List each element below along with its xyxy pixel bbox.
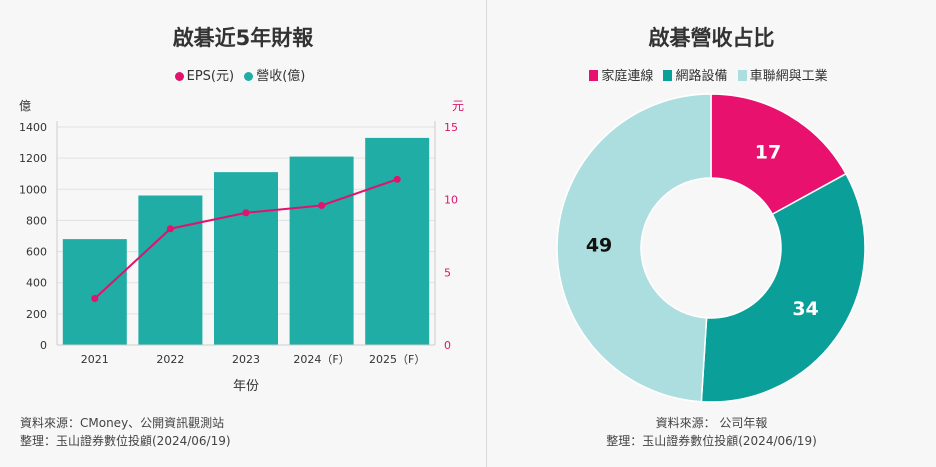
legend-item-iot: 車聯網與工業 xyxy=(737,69,828,84)
eps-point xyxy=(393,175,401,183)
y-tick-label: 0 xyxy=(40,339,47,352)
legend-label-iot: 車聯網與工業 xyxy=(749,69,828,84)
revenue-bar xyxy=(289,156,354,345)
y-right-tick-label: 15 xyxy=(444,121,458,134)
donut-slice xyxy=(710,93,847,216)
slice-data-label: 34 xyxy=(792,298,818,320)
legend-label-eps: EPS(元) xyxy=(186,69,235,84)
slice-data-label: 49 xyxy=(586,234,612,256)
right-legend: 家庭連線 網路設備 車聯網與工業 xyxy=(487,65,936,84)
legend-item-eps: EPS(元) xyxy=(174,69,235,84)
y-tick-label: 600 xyxy=(26,246,47,259)
revenue-bar xyxy=(214,172,278,345)
legend-item-network: 網路設備 xyxy=(663,69,728,84)
legend-label-network: 網路設備 xyxy=(675,69,728,84)
y-tick-label: 1400 xyxy=(19,121,47,134)
revenue-bar xyxy=(62,239,127,345)
legend-label-home: 家庭連線 xyxy=(601,69,654,84)
y-tick-label: 400 xyxy=(26,277,47,290)
right-source-note: 資料來源： 公司年報 整理：玉山證券數位投顧(2024/06/19) xyxy=(487,414,936,450)
left-legend: EPS(元) 營收(億) xyxy=(0,65,486,84)
x-tick-label: 2024（F） xyxy=(293,353,349,366)
eps-point xyxy=(318,201,326,209)
y-right-tick-label: 5 xyxy=(444,266,451,279)
y-right-axis-title: 元 xyxy=(452,99,464,113)
left-chart-title: 啟碁近5年財報 xyxy=(172,26,314,50)
eps-point xyxy=(166,225,174,233)
panel-divider xyxy=(486,0,487,467)
revenue-bar xyxy=(138,195,203,345)
slice-data-label: 17 xyxy=(755,142,781,164)
eps-legend-marker xyxy=(174,72,184,81)
y-tick-label: 800 xyxy=(26,214,47,227)
network-legend-marker xyxy=(663,70,673,81)
eps-point xyxy=(242,209,250,217)
x-tick-label: 2025（F） xyxy=(369,353,425,366)
revenue-legend-marker xyxy=(244,72,254,81)
eps-point xyxy=(91,294,99,302)
right-source-line: 資料來源： 公司年報 xyxy=(655,416,768,430)
left-source-note: 資料來源：CMoney、公開資訊觀測站 整理：玉山證券數位投顧(2024/06/… xyxy=(20,414,231,450)
y-tick-label: 1000 xyxy=(19,183,47,196)
donut-slice xyxy=(700,172,866,403)
x-axis-title: 年份 xyxy=(233,379,259,394)
revenue-eps-combo-chart: 0 200 400 600 800 1000 1200 1400 0 5 10 15 億 元 2021 202… xyxy=(19,99,464,394)
y-tick-label: 1200 xyxy=(19,152,47,165)
right-credit-line: 整理：玉山證券數位投顧(2024/06/19) xyxy=(606,434,817,448)
iot-legend-marker xyxy=(737,70,747,81)
revenue-bar xyxy=(365,137,430,345)
y-axis-title: 億 xyxy=(19,99,31,113)
y-right-tick-label: 10 xyxy=(444,194,458,207)
x-tick-label: 2021 xyxy=(81,353,109,366)
legend-item-home: 家庭連線 xyxy=(589,69,653,84)
y-right-tick-label: 0 xyxy=(444,339,451,352)
y-tick-label: 200 xyxy=(26,308,47,321)
left-source-line: 資料來源：CMoney、公開資訊觀測站 xyxy=(20,416,225,430)
home-legend-marker xyxy=(589,70,599,81)
legend-item-revenue: 營收(億) xyxy=(244,69,305,84)
x-tick-label: 2022 xyxy=(156,353,184,366)
right-chart-title: 啟碁營收占比 xyxy=(648,26,775,50)
left-credit-line: 整理：玉山證券數位投顧(2024/06/19) xyxy=(20,434,231,448)
donut-slice xyxy=(556,93,712,403)
revenue-share-donut-chart: 17 34 49 xyxy=(556,93,866,403)
legend-label-revenue: 營收(億) xyxy=(256,69,306,84)
x-tick-label: 2023 xyxy=(232,353,260,366)
